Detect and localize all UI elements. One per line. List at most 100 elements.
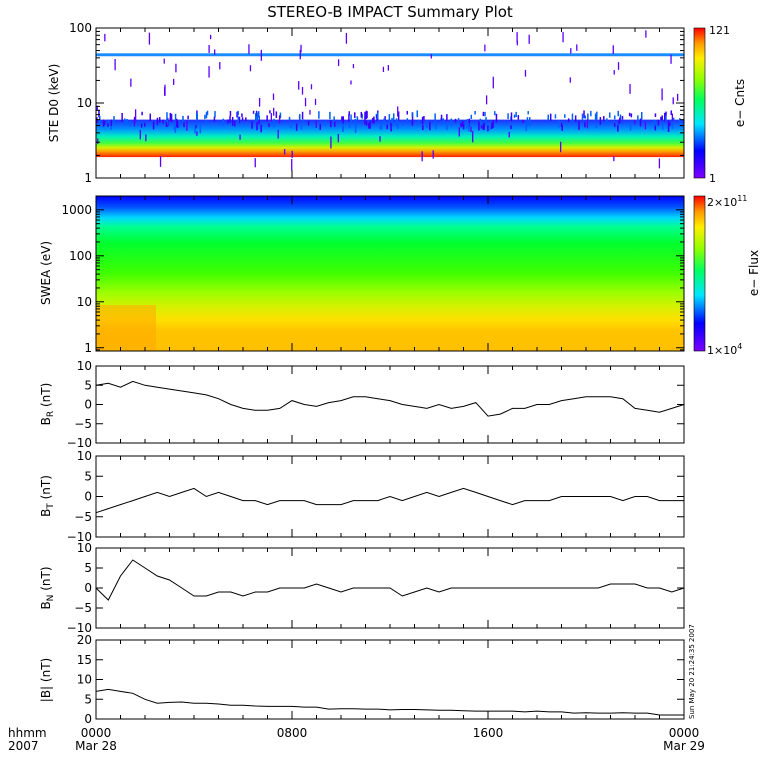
br-series-line <box>95 380 685 417</box>
bmag-tick-label: 0 <box>84 712 92 726</box>
ste-speckle <box>140 123 143 128</box>
ste-speckle <box>195 124 197 129</box>
ste-speckle <box>474 111 476 115</box>
bt-label-sub: T <box>46 503 56 510</box>
ste-sparse-count <box>260 49 262 61</box>
ste-speckle <box>671 125 674 130</box>
ste-sparse-count <box>586 119 589 129</box>
ste-speckle <box>571 113 574 123</box>
ste-speckle <box>368 122 370 129</box>
ste-sparse-count <box>387 65 389 71</box>
ste-speckle <box>510 125 512 130</box>
ste-speckle <box>260 124 262 133</box>
ste-speckle <box>470 114 473 119</box>
ste-sparse-count <box>159 156 162 167</box>
ste-speckle <box>173 122 176 130</box>
bt-tick-label: −5 <box>74 510 92 524</box>
ste-speckle <box>254 113 257 122</box>
br-tick-label: −5 <box>74 417 92 431</box>
bn-series-line <box>95 559 685 601</box>
ste-sparse-count <box>508 131 510 138</box>
bt-tick-label: 5 <box>84 469 92 483</box>
ste-speckle <box>110 122 112 130</box>
ste-speckle <box>617 124 619 132</box>
ste-speckle <box>364 116 366 125</box>
ste-speckle <box>383 118 385 125</box>
ste-spectrogram <box>96 30 684 171</box>
ste-speckle <box>489 125 491 130</box>
ste-speckle <box>356 116 359 120</box>
ste-speckle <box>233 121 236 127</box>
ste-speckle <box>613 115 616 120</box>
ste-speckle <box>670 110 673 116</box>
ste-speckle <box>350 114 352 124</box>
ste-speckle <box>187 115 189 120</box>
ste-speckle <box>527 111 529 115</box>
br-label-main: B <box>39 417 53 425</box>
ste-speckle <box>307 121 310 126</box>
ste-speckle <box>669 122 671 127</box>
ste-speckle <box>654 113 657 117</box>
bn-label-main: B <box>39 601 53 609</box>
ste-speckle <box>364 111 366 119</box>
ste-sparse-count <box>186 120 188 131</box>
ste-sparse-count <box>629 84 631 94</box>
ste-speckle <box>156 117 159 126</box>
ste-speckle <box>103 121 106 125</box>
ste-speckle <box>379 125 382 130</box>
ste-sparse-count <box>485 95 488 105</box>
ste-sparse-count <box>258 97 261 107</box>
ste-sparse-count <box>516 32 518 43</box>
ste-speckle <box>397 111 400 121</box>
ste-speckle <box>373 116 375 124</box>
ste-sparse-count <box>492 76 494 89</box>
ste-speckle <box>587 113 589 121</box>
ste-speckle <box>406 118 409 122</box>
ste-speckle <box>595 124 598 129</box>
ste-speckle <box>421 116 424 125</box>
ste-speckle <box>478 121 480 131</box>
ste-speckle <box>446 122 448 130</box>
ste-speckle <box>354 112 356 119</box>
swea-tick-label: 100 <box>69 249 92 263</box>
ste-speckle <box>231 116 234 126</box>
ste-speckle <box>442 118 445 124</box>
ste-speckle <box>137 121 140 126</box>
ste-sparse-count <box>283 149 286 155</box>
ste-speckle <box>440 114 443 121</box>
ste-speckle <box>411 112 414 117</box>
ste-speckle <box>426 120 428 129</box>
ste-speckle <box>510 112 513 122</box>
ste-speckle <box>466 121 468 129</box>
ste-speckle <box>667 120 670 125</box>
ste-sparse-count <box>569 77 571 83</box>
br-ylabel: BR (nT) <box>39 383 56 426</box>
ste-sparse-count <box>208 44 210 53</box>
ste-sparse-count <box>516 40 519 46</box>
ste-sparse-count <box>97 138 99 144</box>
ste-sparse-count <box>644 121 647 130</box>
ste-sparse-count <box>304 97 307 107</box>
bmag-y-ticks: 0 5 10 15 20 <box>77 633 684 726</box>
ste-speckle <box>302 119 305 123</box>
swea-colorbar-min-exp: 4 <box>737 342 742 351</box>
bt-tick-label: 10 <box>77 449 92 463</box>
ste-speckle <box>165 122 168 127</box>
ste-tick-label: 1 <box>84 171 92 185</box>
ste-speckle <box>485 117 487 126</box>
ste-sparse-count <box>470 126 472 133</box>
ste-speckle <box>522 119 524 124</box>
br-tick-label: −10 <box>67 436 92 450</box>
ste-sparse-count <box>301 87 304 95</box>
br-tick-label: 0 <box>84 398 92 412</box>
ste-speckle <box>241 113 243 118</box>
ste-sparse-count <box>145 134 147 142</box>
ste-speckle <box>525 123 528 132</box>
ste-speckle <box>204 114 206 120</box>
ste-speckle <box>256 112 259 121</box>
ste-speckle <box>679 118 681 127</box>
ste-sparse-count <box>175 63 177 73</box>
ste-speckle <box>129 120 131 127</box>
bmag-tick-label: 10 <box>77 673 92 687</box>
bt-label-main: B <box>39 509 53 517</box>
